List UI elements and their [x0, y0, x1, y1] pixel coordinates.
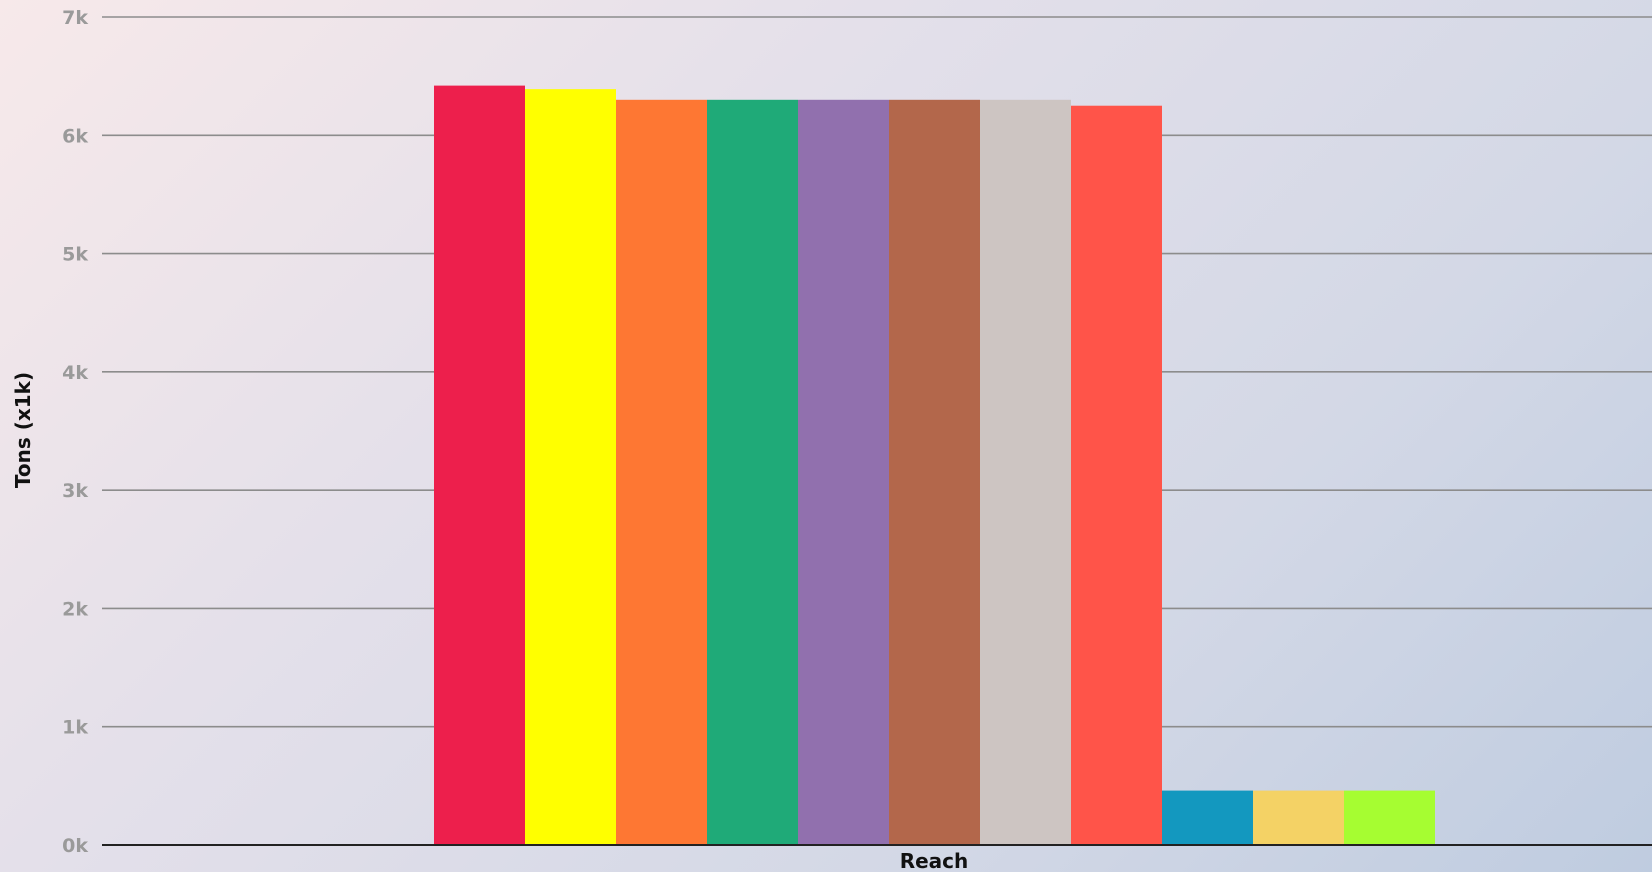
bars [434, 85, 1435, 846]
bar [616, 99, 707, 846]
y-tick-label: 7k [62, 7, 88, 29]
bar [798, 99, 889, 846]
y-tick-label: 4k [62, 362, 88, 384]
bar [434, 85, 525, 845]
y-tick-label: 0k [62, 835, 88, 857]
bar [1344, 790, 1435, 845]
bar [980, 99, 1071, 846]
y-tick-label: 3k [62, 480, 88, 502]
y-tick-labels: 0k 1k 2k 3k 4k 5k 6k 7k [62, 7, 88, 857]
y-tick-label: 1k [62, 717, 88, 739]
x-axis-title: Reach [900, 849, 969, 872]
bar [707, 99, 798, 846]
bar [525, 89, 616, 845]
y-tick-label: 6k [62, 125, 88, 147]
bar [889, 99, 980, 846]
y-axis-title: Tons (x1k) [11, 372, 35, 488]
y-tick-label: 5k [62, 244, 88, 266]
bar [1071, 105, 1162, 845]
bar [1162, 790, 1253, 845]
bar [1253, 790, 1344, 845]
y-tick-label: 2k [62, 598, 88, 620]
